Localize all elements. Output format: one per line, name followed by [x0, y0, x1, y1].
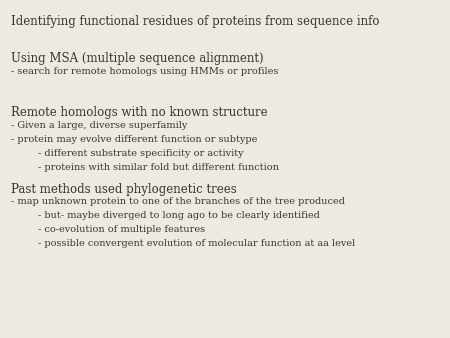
Text: - proteins with similar fold but different function: - proteins with similar fold but differe…: [38, 163, 279, 172]
Text: - different substrate specificity or activity: - different substrate specificity or act…: [38, 149, 244, 158]
Text: - Given a large, diverse superfamily: - Given a large, diverse superfamily: [11, 121, 188, 130]
Text: - protein may evolve different function or subtype: - protein may evolve different function …: [11, 135, 257, 144]
Text: Identifying functional residues of proteins from sequence info: Identifying functional residues of prote…: [11, 15, 380, 28]
Text: - possible convergent evolution of molecular function at aa level: - possible convergent evolution of molec…: [38, 239, 356, 248]
Text: - search for remote homologs using HMMs or profiles: - search for remote homologs using HMMs …: [11, 67, 279, 76]
Text: Using MSA (multiple sequence alignment): Using MSA (multiple sequence alignment): [11, 52, 264, 65]
Text: - co-evolution of multiple features: - co-evolution of multiple features: [38, 225, 205, 234]
Text: - but- maybe diverged to long ago to be clearly identified: - but- maybe diverged to long ago to be …: [38, 211, 320, 220]
Text: Past methods used phylogenetic trees: Past methods used phylogenetic trees: [11, 183, 237, 195]
Text: Remote homologs with no known structure: Remote homologs with no known structure: [11, 106, 268, 119]
Text: - map unknown protein to one of the branches of the tree produced: - map unknown protein to one of the bran…: [11, 197, 345, 206]
